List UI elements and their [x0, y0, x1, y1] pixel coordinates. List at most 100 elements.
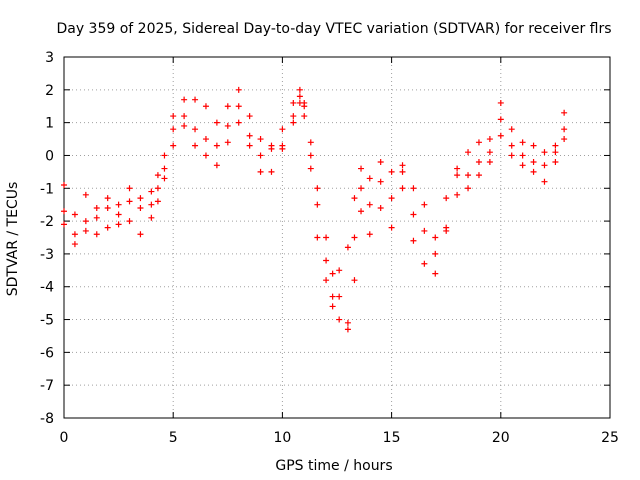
- data-point: [235, 103, 242, 110]
- data-point: [344, 319, 351, 326]
- data-point: [137, 231, 144, 238]
- data-point: [115, 211, 122, 218]
- data-point: [351, 195, 358, 202]
- y-tick-label: -3: [40, 247, 54, 263]
- data-point: [290, 113, 297, 120]
- data-point: [519, 162, 526, 169]
- data-point: [224, 122, 231, 129]
- data-point: [71, 241, 78, 248]
- data-point: [104, 195, 111, 202]
- data-point: [497, 99, 504, 106]
- data-point: [170, 142, 177, 149]
- data-point: [154, 198, 161, 205]
- data-point: [307, 165, 314, 172]
- x-tick-label: 15: [383, 430, 401, 446]
- data-point: [329, 303, 336, 310]
- series-3: [61, 99, 568, 333]
- y-tick-label: -6: [40, 345, 54, 361]
- data-point: [213, 142, 220, 149]
- data-point: [329, 293, 336, 300]
- data-point: [358, 185, 365, 192]
- data-point: [454, 172, 461, 179]
- data-point: [71, 211, 78, 218]
- data-point: [192, 96, 199, 103]
- grid: [64, 57, 610, 418]
- data-point: [410, 185, 417, 192]
- data-point: [465, 149, 472, 156]
- y-tick-label: 3: [45, 50, 54, 66]
- data-point: [329, 270, 336, 277]
- data-point: [148, 214, 155, 221]
- x-tick-label: 0: [60, 430, 69, 446]
- data-point: [161, 165, 168, 172]
- data-point: [307, 139, 314, 146]
- data-point: [388, 224, 395, 231]
- data-point: [454, 191, 461, 198]
- data-point: [552, 149, 559, 156]
- y-tick-label: 0: [45, 148, 54, 164]
- data-point: [432, 270, 439, 277]
- data-point: [508, 152, 515, 159]
- data-point: [170, 113, 177, 120]
- data-point: [552, 142, 559, 149]
- y-tick-label: 1: [45, 116, 54, 132]
- data-point: [296, 86, 303, 93]
- data-point: [148, 201, 155, 208]
- data-point: [268, 168, 275, 175]
- data-point: [93, 214, 100, 221]
- series-1: [61, 86, 568, 300]
- data-point: [161, 152, 168, 159]
- data-point: [366, 201, 373, 208]
- data-point: [224, 103, 231, 110]
- y-tick-label: -7: [40, 378, 54, 394]
- data-point: [213, 162, 220, 169]
- data-point: [399, 185, 406, 192]
- data-points: [61, 86, 568, 333]
- data-point: [561, 109, 568, 116]
- x-tick-label: 10: [273, 430, 291, 446]
- data-point: [486, 136, 493, 143]
- data-point: [519, 152, 526, 159]
- data-point: [377, 178, 384, 185]
- data-point: [443, 224, 450, 231]
- data-point: [388, 195, 395, 202]
- data-point: [344, 326, 351, 333]
- data-point: [432, 234, 439, 241]
- data-point: [126, 218, 133, 225]
- data-point: [202, 152, 209, 159]
- data-point: [552, 159, 559, 166]
- data-point: [410, 237, 417, 244]
- data-point: [296, 99, 303, 106]
- data-point: [541, 178, 548, 185]
- data-point: [336, 293, 343, 300]
- data-point: [351, 277, 358, 284]
- y-tick-label: -4: [40, 280, 54, 296]
- data-point: [486, 149, 493, 156]
- data-point: [290, 99, 297, 106]
- chart-title: Day 359 of 2025, Sidereal Day-to-day VTE…: [56, 21, 611, 37]
- data-point: [421, 201, 428, 208]
- data-point: [61, 208, 67, 215]
- data-point: [93, 231, 100, 238]
- y-tick-label: -8: [40, 411, 54, 427]
- data-point: [358, 208, 365, 215]
- data-point: [486, 159, 493, 166]
- data-point: [82, 227, 89, 234]
- data-point: [336, 316, 343, 323]
- data-point: [497, 116, 504, 123]
- data-point: [377, 159, 384, 166]
- data-point: [235, 119, 242, 126]
- data-point: [224, 139, 231, 146]
- data-point: [301, 113, 308, 120]
- y-axis-label: SDTVAR / TECUs: [5, 182, 21, 297]
- data-point: [235, 86, 242, 93]
- data-point: [541, 162, 548, 169]
- data-point: [314, 185, 321, 192]
- series-2: [61, 86, 568, 326]
- data-point: [475, 159, 482, 166]
- data-point: [344, 244, 351, 251]
- x-tick-label: 20: [492, 430, 510, 446]
- data-point: [351, 234, 358, 241]
- data-point: [388, 168, 395, 175]
